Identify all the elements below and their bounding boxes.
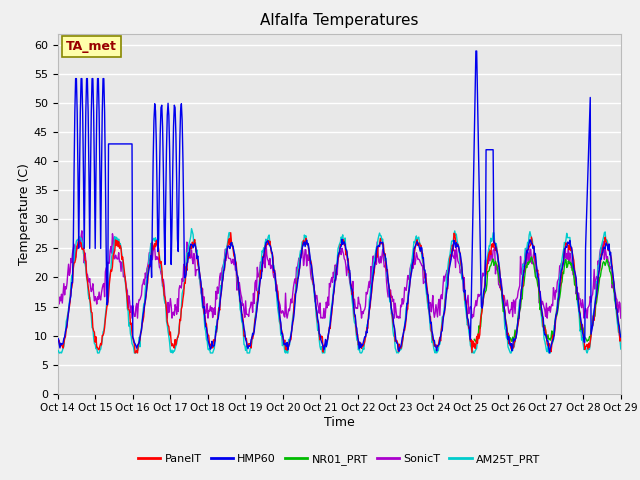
SonicT <box>54 304 61 310</box>
HMP60 <box>408 269 415 275</box>
HMP60 <box>179 156 187 162</box>
HMP60 <box>617 334 625 340</box>
Line: HMP60: HMP60 <box>58 51 621 353</box>
X-axis label: Time: Time <box>324 416 355 429</box>
SonicT <box>78 228 86 234</box>
PanelT <box>131 350 139 356</box>
Legend: PanelT, HMP60, NR01_PRT, SonicT, AM25T_PRT: PanelT, HMP60, NR01_PRT, SonicT, AM25T_P… <box>134 450 545 469</box>
PanelT <box>122 280 129 286</box>
AM25T_PRT <box>426 318 433 324</box>
Line: SonicT: SonicT <box>58 231 621 318</box>
Line: AM25T_PRT: AM25T_PRT <box>58 228 621 353</box>
HMP60 <box>424 292 432 298</box>
SonicT <box>128 315 136 321</box>
AM25T_PRT <box>55 350 63 356</box>
SonicT <box>410 265 417 271</box>
AM25T_PRT <box>123 290 131 296</box>
HMP60 <box>546 350 554 356</box>
AM25T_PRT <box>188 226 195 231</box>
AM25T_PRT <box>54 348 61 353</box>
HMP60 <box>209 343 216 349</box>
Text: TA_met: TA_met <box>66 40 117 53</box>
PanelT <box>210 337 218 343</box>
Line: NR01_PRT: NR01_PRT <box>474 257 621 341</box>
HMP60 <box>472 48 480 54</box>
SonicT <box>64 270 72 276</box>
PanelT <box>64 314 72 320</box>
PanelT <box>617 335 625 340</box>
SonicT <box>180 264 188 269</box>
Title: Alfalfa Temperatures: Alfalfa Temperatures <box>260 13 419 28</box>
HMP60 <box>54 337 61 343</box>
SonicT <box>426 300 433 306</box>
SonicT <box>617 315 625 321</box>
Line: PanelT: PanelT <box>58 233 621 353</box>
SonicT <box>123 285 131 291</box>
HMP60 <box>122 141 129 147</box>
Y-axis label: Temperature (C): Temperature (C) <box>18 163 31 264</box>
PanelT <box>180 291 188 297</box>
AM25T_PRT <box>211 346 218 351</box>
HMP60 <box>64 315 72 321</box>
AM25T_PRT <box>180 286 188 291</box>
SonicT <box>211 305 218 311</box>
PanelT <box>426 313 433 319</box>
PanelT <box>410 260 417 265</box>
AM25T_PRT <box>617 346 625 352</box>
PanelT <box>227 230 234 236</box>
AM25T_PRT <box>65 306 72 312</box>
NR01_PRT <box>617 333 625 338</box>
AM25T_PRT <box>410 246 417 252</box>
PanelT <box>54 339 61 345</box>
